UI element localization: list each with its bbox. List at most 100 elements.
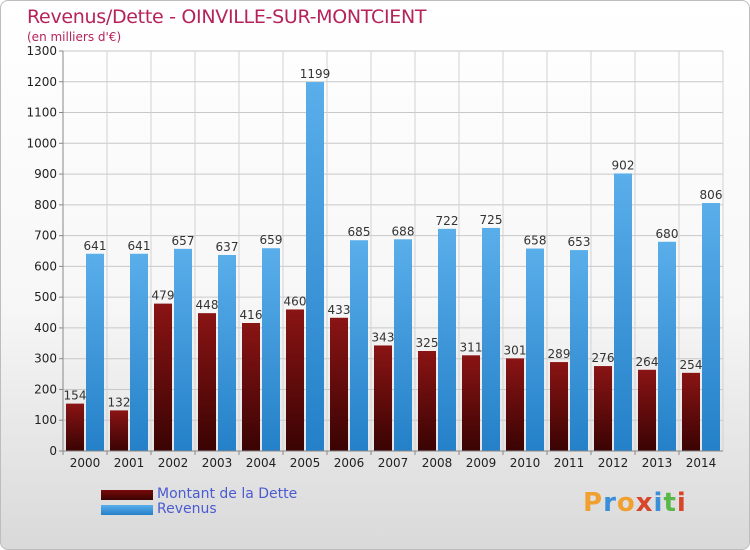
value-label-debt: 416 xyxy=(240,308,263,322)
x-tick-label: 2010 xyxy=(510,456,541,470)
value-label-debt: 479 xyxy=(152,289,175,303)
y-tick-label: 1300 xyxy=(26,44,57,58)
x-tick-label: 2006 xyxy=(334,456,365,470)
value-label-revenus: 659 xyxy=(260,233,283,247)
y-tick-label: 1100 xyxy=(26,106,57,120)
x-tick-label: 2005 xyxy=(290,456,321,470)
x-tick-label: 2001 xyxy=(114,456,145,470)
logo-letter: P xyxy=(583,488,604,518)
bar-debt xyxy=(66,403,84,451)
bar-debt xyxy=(462,355,480,451)
value-label-debt: 276 xyxy=(592,351,615,365)
logo-letter: r xyxy=(603,488,617,518)
bar-revenus xyxy=(86,253,104,451)
bar-revenus xyxy=(482,227,500,451)
legend-label-revenus: Revenus xyxy=(157,501,217,517)
legend-swatch-debt xyxy=(101,490,153,500)
logo-letter: i xyxy=(653,488,664,518)
chart-subtitle: (en milliers d'€) xyxy=(27,30,122,44)
bar-debt xyxy=(374,345,392,451)
x-tick-label: 2009 xyxy=(466,456,497,470)
x-tick-label: 2007 xyxy=(378,456,409,470)
y-tick-label: 1200 xyxy=(26,75,57,89)
y-tick-label: 100 xyxy=(34,413,57,427)
bar-debt xyxy=(154,303,172,451)
value-label-revenus: 722 xyxy=(436,214,459,228)
bar-revenus xyxy=(174,248,192,451)
bar-revenus xyxy=(438,228,456,451)
value-label-revenus: 637 xyxy=(216,240,239,254)
x-tick-label: 2003 xyxy=(202,456,233,470)
y-tick-label: 900 xyxy=(34,167,57,181)
bar-revenus xyxy=(702,203,720,451)
value-label-debt: 448 xyxy=(196,298,219,312)
value-label-debt: 311 xyxy=(460,340,483,354)
bar-revenus xyxy=(218,255,236,451)
logo-letter: t xyxy=(663,488,677,518)
value-label-revenus: 657 xyxy=(172,234,195,248)
value-label-revenus: 658 xyxy=(524,234,547,248)
bar-debt xyxy=(418,351,436,451)
x-tick-label: 2008 xyxy=(422,456,453,470)
bar-revenus xyxy=(350,240,368,451)
y-tick-label: 700 xyxy=(34,229,57,243)
x-tick-label: 2002 xyxy=(158,456,189,470)
value-label-revenus: 725 xyxy=(480,213,503,227)
bar-debt xyxy=(682,372,700,451)
value-label-debt: 254 xyxy=(680,358,703,372)
y-tick-label: 400 xyxy=(34,321,57,335)
y-tick-label: 600 xyxy=(34,259,57,273)
y-tick-label: 1000 xyxy=(26,136,57,150)
bar-revenus xyxy=(658,241,676,451)
value-label-revenus: 806 xyxy=(700,188,723,202)
bar-revenus xyxy=(306,82,324,452)
value-label-debt: 433 xyxy=(328,303,351,317)
value-label-revenus: 1199 xyxy=(300,67,331,81)
value-label-revenus: 680 xyxy=(656,227,679,241)
value-label-revenus: 641 xyxy=(84,239,107,253)
value-label-revenus: 653 xyxy=(568,235,591,249)
legend-swatch-revenus xyxy=(101,505,153,515)
y-tick-label: 500 xyxy=(34,290,57,304)
x-tick-label: 2004 xyxy=(246,456,277,470)
value-label-debt: 132 xyxy=(108,395,131,409)
value-label-debt: 343 xyxy=(372,330,395,344)
bar-debt xyxy=(286,309,304,451)
bar-debt xyxy=(242,323,260,451)
value-label-revenus: 688 xyxy=(392,224,415,238)
bar-debt xyxy=(330,317,348,451)
proxiti-logo: Proxiti xyxy=(583,488,687,518)
bar-revenus xyxy=(130,253,148,451)
y-tick-label: 200 xyxy=(34,382,57,396)
logo-letter: i xyxy=(676,488,687,518)
value-label-debt: 301 xyxy=(504,343,527,357)
value-label-debt: 264 xyxy=(636,355,659,369)
bar-debt xyxy=(594,366,612,451)
value-label-revenus: 641 xyxy=(128,239,151,253)
value-label-debt: 289 xyxy=(548,347,571,361)
bar-debt xyxy=(110,410,128,451)
x-tick-label: 2000 xyxy=(70,456,101,470)
bar-revenus xyxy=(614,173,632,451)
logo-letter: o xyxy=(616,488,636,518)
x-tick-label: 2012 xyxy=(598,456,629,470)
logo-letter: x xyxy=(635,488,654,518)
bar-debt xyxy=(638,369,656,451)
bar-revenus xyxy=(570,250,588,451)
value-label-debt: 154 xyxy=(64,389,87,403)
bar-revenus xyxy=(394,239,412,451)
bar-debt xyxy=(550,362,568,451)
x-tick-label: 2011 xyxy=(554,456,585,470)
x-tick-label: 2013 xyxy=(642,456,673,470)
legend-label-debt: Montant de la Dette xyxy=(157,486,298,502)
y-tick-label: 0 xyxy=(49,444,57,458)
value-label-debt: 460 xyxy=(284,294,307,308)
y-tick-label: 300 xyxy=(34,352,57,366)
bar-debt xyxy=(198,313,216,451)
chart-title: Revenus/Dette - OINVILLE-SUR-MONTCIENT xyxy=(27,6,427,28)
value-label-revenus: 685 xyxy=(348,225,371,239)
y-tick-label: 800 xyxy=(34,198,57,212)
bar-revenus xyxy=(526,248,544,451)
bar-revenus xyxy=(262,248,280,451)
